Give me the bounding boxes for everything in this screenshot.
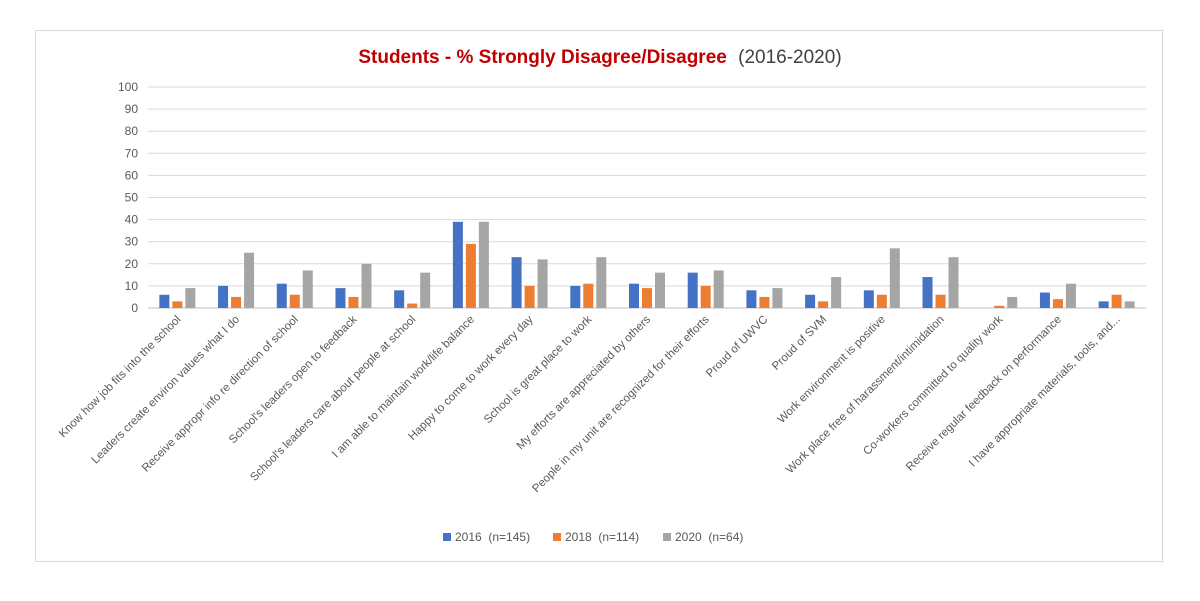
bar-2018-3 [348, 296, 359, 308]
bar-2016-15 [1039, 292, 1050, 308]
bar-2020-12 [889, 248, 900, 308]
bar-2020-1 [244, 252, 255, 308]
bars [159, 221, 1135, 308]
bar-2018-13 [935, 294, 946, 308]
bar-2018-0 [172, 301, 183, 308]
bar-2016-10 [746, 290, 757, 308]
y-tick-label: 0 [131, 301, 138, 315]
y-tick-label: 80 [125, 124, 139, 138]
bar-2018-6 [524, 285, 535, 308]
bar-2016-11 [805, 294, 816, 308]
bar-2018-11 [818, 301, 829, 308]
bar-2018-5 [465, 243, 476, 308]
legend-label: 2018 (n=114) [565, 530, 639, 544]
bar-2016-6 [511, 257, 522, 308]
y-tick-label: 60 [125, 168, 139, 182]
legend-swatch [443, 533, 451, 541]
x-tick-label: Work environment is positive [776, 314, 888, 426]
bar-2020-13 [948, 257, 959, 308]
bar-2018-12 [876, 294, 887, 308]
bar-2020-15 [1065, 283, 1076, 308]
bar-2016-12 [863, 290, 874, 308]
y-tick-label: 50 [125, 191, 139, 205]
bar-2016-3 [335, 288, 346, 308]
y-tick-label: 20 [125, 257, 139, 271]
bar-2018-16 [1111, 294, 1122, 308]
bar-2020-8 [655, 272, 665, 308]
bar-2016-0 [159, 294, 170, 308]
bar-2020-4 [420, 272, 431, 308]
bar-2018-1 [231, 296, 242, 308]
x-axis-ticks: Know how job fits into the schoolLeaders… [57, 313, 1123, 495]
chart-frame: Students - % Strongly Disagree/Disagree … [35, 30, 1163, 562]
chart-title-years: (2016-2020) [738, 47, 842, 68]
chart-title-main: Students - % Strongly Disagree/Disagree [358, 47, 727, 68]
bar-2018-8 [642, 288, 652, 308]
bar-2016-7 [570, 285, 581, 308]
bar-2020-7 [596, 257, 607, 308]
bar-2018-7 [583, 283, 594, 308]
x-tick-label: School's leaders open to feedback [227, 313, 360, 446]
bar-2016-1 [218, 285, 229, 308]
bar-2020-11 [831, 277, 842, 308]
y-tick-label: 30 [125, 235, 139, 249]
x-tick-label: Know how job fits into the school [57, 314, 183, 440]
bar-2018-4 [407, 303, 418, 308]
bar-chart: Students - % Strongly Disagree/Disagree … [57, 47, 1146, 544]
bar-2020-14 [1007, 296, 1018, 308]
bar-2016-16 [1098, 301, 1109, 308]
bar-2018-2 [289, 294, 300, 308]
y-axis-ticks: 0 10 20 30 40 50 60 70 80 90 100 [118, 80, 138, 315]
bar-2020-10 [772, 288, 783, 308]
bar-2020-9 [713, 270, 724, 308]
bar-2016-8 [629, 283, 639, 308]
y-tick-label: 90 [125, 102, 139, 116]
bar-2020-6 [537, 259, 548, 308]
bar-2020-16 [1124, 301, 1135, 308]
bar-2020-0 [185, 288, 196, 308]
bar-2016-2 [276, 283, 287, 308]
x-tick-label: Proud of SVM [770, 314, 829, 373]
gridlines [148, 86, 1146, 309]
y-tick-label: 10 [125, 279, 139, 293]
bar-2016-13 [922, 277, 933, 308]
bar-2018-10 [759, 296, 770, 308]
bar-2020-5 [478, 221, 489, 308]
bar-2018-14 [994, 305, 1005, 308]
legend: 2016 (n=145) 2018 (n=114) 2020 (n=64) [443, 530, 743, 544]
bar-2016-9 [687, 272, 698, 308]
legend-swatch [553, 533, 561, 541]
y-tick-label: 100 [118, 80, 138, 94]
x-tick-label: School is great place to work [482, 313, 595, 426]
x-tick-label: Happy to come to work every day [407, 313, 536, 442]
bar-2020-3 [361, 263, 372, 308]
legend-label: 2016 (n=145) [455, 530, 530, 544]
bar-2016-4 [394, 290, 405, 308]
legend-swatch [663, 533, 671, 541]
bar-2016-5 [452, 221, 463, 308]
bar-2018-15 [1052, 299, 1063, 308]
x-tick-label: Proud of UWVC [704, 314, 770, 380]
x-tick-label: My efforts are appreciated by others [515, 313, 654, 452]
bar-2020-2 [302, 270, 313, 308]
chart-title: Students - % Strongly Disagree/Disagree … [358, 47, 841, 68]
y-tick-label: 40 [125, 213, 139, 227]
bar-2018-9 [700, 285, 711, 308]
y-tick-label: 70 [125, 146, 139, 160]
legend-label: 2020 (n=64) [675, 530, 743, 544]
